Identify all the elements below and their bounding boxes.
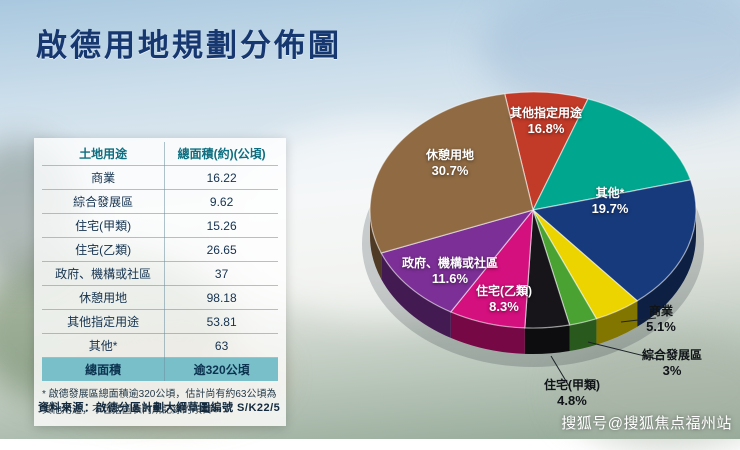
row-value: 9.62 (164, 189, 278, 214)
slice-pct: 4.8% (557, 393, 587, 408)
slice-pct: 5.1% (646, 319, 676, 334)
table-row: 其他* 63 (42, 333, 278, 358)
land-use-table-card: 土地用途 總面積(約)(公頃) 商業 16.22 綜合發展區 9.62 住宅(甲… (34, 138, 286, 426)
pie-label-residential-b: 住宅(乙類) 8.3% (452, 284, 556, 315)
row-label: 其他* (42, 333, 166, 358)
slice-pct: 16.8% (527, 121, 565, 136)
slice-name: 其他* (595, 186, 625, 200)
column-header-area: 總面積(約)(公頃) (164, 142, 278, 166)
row-value: 37 (164, 261, 278, 286)
table-row: 住宅(乙類) 26.65 (42, 237, 278, 262)
sohu-watermark: 搜狐号@搜狐焦点福州站 (561, 415, 732, 432)
data-source: 資料來源：啟德分區計劃大綱草圖編號 S/K22/5 (38, 402, 281, 414)
slice-pct: 11.6% (431, 271, 469, 286)
row-value: 63 (164, 333, 278, 358)
slice-name: 商業 (648, 304, 673, 318)
pie-label-open-space: 休憩用地 30.7% (388, 148, 512, 179)
background-blur-grey (560, 330, 740, 450)
land-use-table: 土地用途 總面積(約)(公頃) 商業 16.22 綜合發展區 9.62 住宅(甲… (42, 142, 278, 381)
slice-pct: 3% (662, 363, 682, 378)
row-label: 商業 (42, 165, 166, 190)
row-value: 98.18 (164, 285, 278, 310)
pie-chart (362, 91, 704, 387)
total-label: 總面積 (42, 357, 166, 381)
pie-label-others: 其他* 19.7% (574, 186, 646, 217)
pie-label-government-institution: 政府、機構或社區 11.6% (376, 256, 524, 287)
total-value: 逾320公頃 (164, 357, 278, 381)
footnote: * 啟德發展區總面積逾320公頃，估計尚有約63公頃為其他用途，不包括圖表內所記… (42, 389, 277, 416)
row-value: 53.81 (164, 309, 278, 334)
slice-name: 綜合發展區 (641, 348, 702, 362)
table-row: 休憩用地 98.18 (42, 285, 278, 310)
slice-name: 住宅(甲類) (544, 378, 600, 392)
pie-label-other-specified-uses: 其他指定用途 16.8% (484, 106, 608, 137)
row-label: 綜合發展區 (42, 189, 166, 214)
pie-label-comprehensive-development: 綜合發展區 3% (620, 348, 724, 379)
table-row: 商業 16.22 (42, 165, 278, 190)
slice-pct: 8.3% (489, 299, 519, 314)
pie-label-residential-a: 住宅(甲類) 4.8% (526, 378, 618, 409)
row-value: 15.26 (164, 213, 278, 238)
page-title: 啟德用地規劃分佈圖 (36, 28, 342, 63)
slice-pct: 30.7% (431, 163, 469, 178)
table-row: 綜合發展區 9.62 (42, 189, 278, 214)
row-label: 住宅(甲類) (42, 213, 166, 238)
row-label: 住宅(乙類) (42, 237, 166, 262)
row-value: 26.65 (164, 237, 278, 262)
table-header-row: 土地用途 總面積(約)(公頃) (42, 142, 278, 166)
column-header-land-use: 土地用途 (42, 142, 166, 166)
pie-chart-area: 休憩用地 30.7% 其他指定用途 16.8% 其他* 19.7% 政府、機構或… (348, 50, 738, 435)
row-label: 政府、機構或社區 (42, 261, 166, 286)
table-row: 其他指定用途 53.81 (42, 309, 278, 334)
row-label: 休憩用地 (42, 285, 166, 310)
row-value: 16.22 (164, 165, 278, 190)
table-row: 住宅(甲類) 15.26 (42, 213, 278, 238)
slice-name: 住宅(乙類) (476, 284, 532, 298)
slice-name: 其他指定用途 (509, 106, 582, 120)
pie-label-commercial: 商業 5.1% (633, 304, 689, 335)
slice-name: 政府、機構或社區 (401, 256, 498, 270)
slice-name: 休憩用地 (425, 148, 474, 162)
row-label: 其他指定用途 (42, 309, 166, 334)
slice-pct: 19.7% (591, 201, 629, 216)
table-row: 政府、機構或社區 37 (42, 261, 278, 286)
table-total-row: 總面積 逾320公頃 (42, 357, 278, 381)
